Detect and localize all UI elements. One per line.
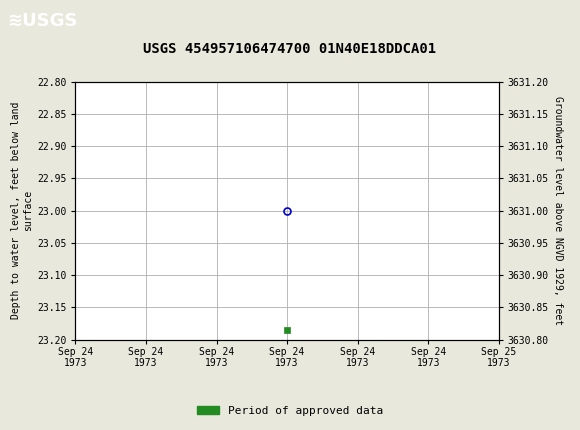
Y-axis label: Depth to water level, feet below land
surface: Depth to water level, feet below land su… bbox=[11, 102, 33, 319]
Text: ≋USGS: ≋USGS bbox=[7, 12, 78, 29]
Y-axis label: Groundwater level above NGVD 1929, feet: Groundwater level above NGVD 1929, feet bbox=[553, 96, 563, 325]
Legend: Period of approved data: Period of approved data bbox=[193, 401, 387, 420]
Text: USGS 454957106474700 01N40E18DDCA01: USGS 454957106474700 01N40E18DDCA01 bbox=[143, 43, 437, 56]
